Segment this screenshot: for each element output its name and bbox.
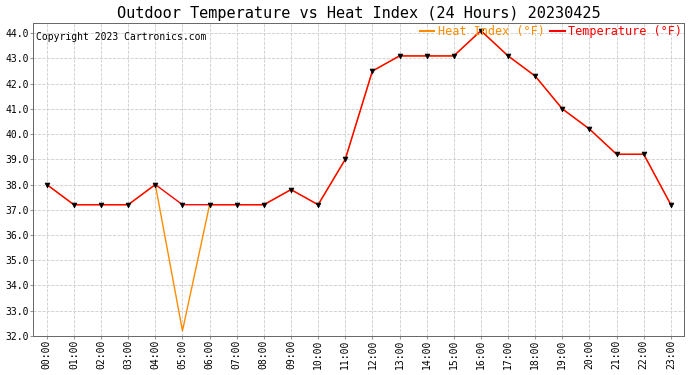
Title: Outdoor Temperature vs Heat Index (24 Hours) 20230425: Outdoor Temperature vs Heat Index (24 Ho… xyxy=(117,6,601,21)
Legend: Heat Index (°F), Temperature (°F): Heat Index (°F), Temperature (°F) xyxy=(420,26,682,39)
Text: Copyright 2023 Cartronics.com: Copyright 2023 Cartronics.com xyxy=(37,33,207,42)
